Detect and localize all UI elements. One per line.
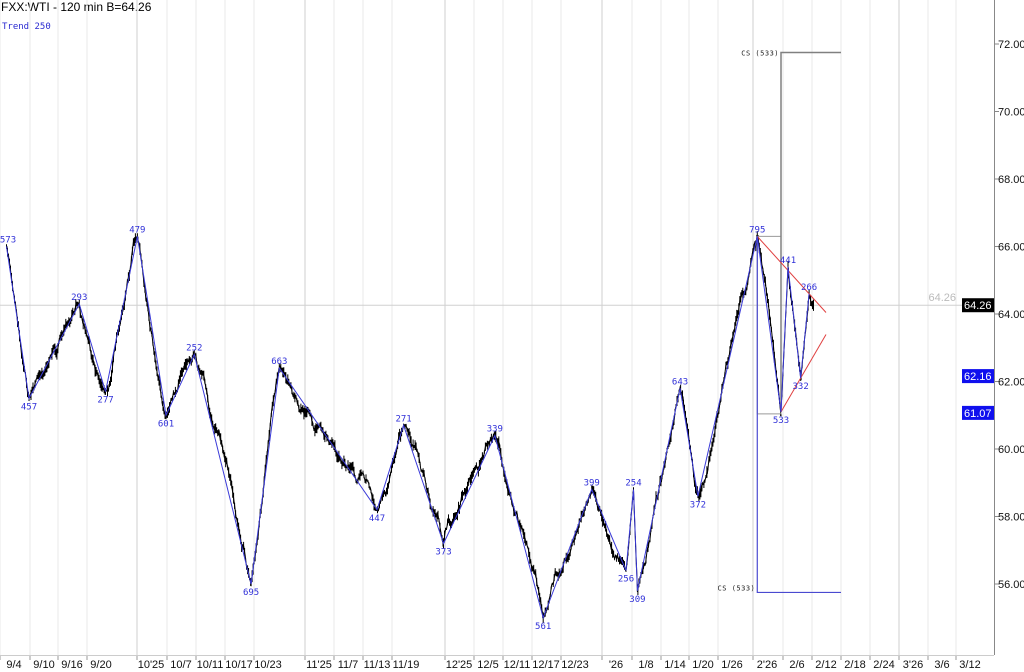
- last-price-ghost-label: 64.26: [928, 292, 956, 304]
- x-tick-label: 10/7: [170, 659, 191, 671]
- pivot-label: 561: [535, 622, 551, 632]
- x-tick-label: 10/17: [225, 659, 253, 671]
- chart-title: FXX:WTI - 120 min B=64.26: [1, 0, 152, 14]
- pivot-label: 332: [792, 382, 808, 392]
- pivot-label: 277: [97, 396, 113, 406]
- pivot-label: 271: [395, 414, 411, 424]
- x-tick-label: 1/26: [721, 659, 742, 671]
- grid: 64.26: [0, 0, 994, 655]
- price-tag-label: 64.26: [964, 300, 992, 312]
- y-tick-label: 62.00: [998, 377, 1024, 389]
- pivot-label: 309: [629, 595, 645, 605]
- price-tag-level: [962, 405, 994, 420]
- x-tick-label: 9/20: [90, 659, 111, 671]
- cs-upper-label: CS (533): [741, 49, 779, 57]
- x-tick-label: 12/11: [504, 659, 531, 671]
- pivot-label: 447: [369, 514, 385, 524]
- x-tick-label: 11/19: [393, 659, 420, 671]
- cs-lower-label: CS (533): [718, 584, 756, 592]
- price-series: [6, 231, 814, 624]
- pivot-label: 293: [71, 293, 87, 303]
- x-tick-label: 2'26: [757, 659, 777, 671]
- y-tick-label: 70.00: [998, 107, 1024, 119]
- x-tick-label: 1/20: [692, 659, 713, 671]
- x-tick-label: 10/11: [197, 659, 224, 671]
- pivot-label: 339: [487, 425, 503, 435]
- x-tick-label: 2/18: [844, 659, 865, 671]
- pivot-label: 256: [618, 575, 634, 585]
- pivot-label: 643: [672, 377, 688, 387]
- pivot-label: 372: [690, 500, 706, 510]
- cs-upper-line: [780, 51, 841, 412]
- pivot-label: 695: [243, 588, 259, 598]
- cs-lower-line: [756, 236, 841, 594]
- pivot-label: 252: [186, 344, 202, 354]
- x-tick-label: 3/6: [934, 659, 949, 671]
- x-tick-label: 9/16: [61, 659, 82, 671]
- y-tick-label: 64.00: [998, 309, 1024, 321]
- y-tick-label: 56.00: [998, 579, 1024, 591]
- price-tag-label: 62.16: [964, 371, 992, 383]
- x-tick-label: 10'25: [138, 659, 165, 671]
- pivot-label: 479: [129, 225, 145, 235]
- pivot-label: 573: [0, 236, 16, 246]
- x-tick-label: 1/14: [664, 659, 685, 671]
- x-tick-label: 1/8: [638, 659, 653, 671]
- price-tag-last: [962, 298, 994, 313]
- x-tick-label: 2/24: [873, 659, 894, 671]
- x-tick-label: 11/7: [338, 659, 359, 671]
- pivot-label: 373: [435, 548, 451, 558]
- pivot-label: 601: [158, 419, 174, 429]
- price-bars: [6, 231, 814, 624]
- study-label: Trend 250: [2, 22, 51, 32]
- channel-lower-line: [780, 334, 827, 413]
- zigzag-line: [6, 236, 810, 620]
- y-tick-label: 72.00: [998, 39, 1024, 51]
- x-tick-label: 2/6: [789, 659, 804, 671]
- pivot-label: 663: [271, 357, 287, 367]
- x-tick-label: 3/12: [959, 659, 980, 671]
- y-tick-label: 58.00: [998, 512, 1024, 524]
- x-tick-label: 11'25: [306, 659, 332, 671]
- x-tick-label: 12/5: [477, 659, 498, 671]
- pivot-label: 399: [584, 479, 600, 489]
- x-tick-label: 12'25: [446, 659, 473, 671]
- channel-upper-line: [756, 236, 827, 313]
- pivot-label: 457: [21, 402, 37, 412]
- pivot-label: 533: [773, 416, 789, 426]
- y-tick-label: 68.00: [998, 174, 1024, 186]
- x-tick-label: 9/10: [33, 659, 54, 671]
- x-tick-label: 9/4: [6, 659, 21, 671]
- pivot-label: 254: [625, 479, 641, 489]
- price-tag-label: 61.07: [964, 408, 992, 420]
- x-tick-label: '26: [609, 659, 623, 671]
- x-tick-label: 2/12: [815, 659, 836, 671]
- x-tick-label: 11/13: [364, 659, 391, 671]
- x-tick-label: 12/23: [561, 659, 589, 671]
- y-tick-label: 66.00: [998, 242, 1024, 254]
- y-tick-label: 60.00: [998, 444, 1024, 456]
- pivot-label: 266: [801, 283, 817, 293]
- pivot-label: 795: [749, 225, 765, 235]
- x-tick-label: 3'26: [903, 659, 923, 671]
- price-tag-level: [962, 369, 994, 384]
- pivot-label: 441: [780, 256, 796, 266]
- x-tick-label: 10/23: [254, 659, 282, 671]
- overlays: CS (533) CS (533) 573 457 293 277 479 601 252 695…: [0, 49, 841, 632]
- x-tick-label: 12/17: [532, 659, 560, 671]
- price-line: [6, 234, 814, 619]
